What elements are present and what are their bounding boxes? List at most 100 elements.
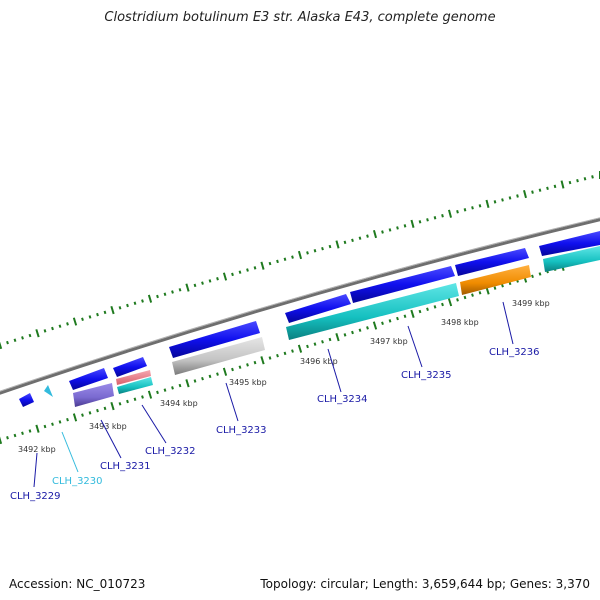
tick-mark <box>471 206 474 210</box>
tick-mark <box>216 277 219 281</box>
gene-label[interactable]: CLH_3234 <box>317 394 368 405</box>
upper-tick-track <box>0 171 600 350</box>
tick-mark <box>81 317 84 321</box>
tick-mark <box>126 399 129 404</box>
tick-label: 3494 kbp <box>160 399 198 408</box>
map-title: Clostridium botulinum E3 str. Alaska E43… <box>104 10 496 25</box>
genome-backbone <box>0 218 600 395</box>
tick-mark <box>193 379 197 383</box>
cds-arrow[interactable] <box>113 357 147 377</box>
gene-label[interactable]: CLH_3236 <box>489 347 540 358</box>
gene-label[interactable]: CLH_3233 <box>216 425 267 436</box>
tick-mark <box>35 424 40 433</box>
tick-mark <box>253 360 257 365</box>
tick-label: 3498 kbp <box>441 318 479 327</box>
tick-mark <box>366 326 369 330</box>
feature-cyan-right[interactable] <box>543 246 600 272</box>
tick-mark <box>351 238 354 242</box>
tick-mark <box>28 333 32 338</box>
tick-mark <box>133 397 137 401</box>
tick-mark <box>163 292 167 296</box>
cds-arrow[interactable] <box>19 393 34 407</box>
tick-mark <box>426 218 429 222</box>
tick-mark <box>103 406 107 411</box>
tick-mark <box>0 436 3 445</box>
tick-mark <box>433 305 437 309</box>
tick-mark <box>396 316 399 321</box>
tick-mark <box>418 220 422 224</box>
tick-mark <box>43 424 47 429</box>
tick-mark <box>321 246 324 251</box>
leader-line <box>100 419 122 459</box>
feature-orange[interactable] <box>460 265 531 295</box>
cds-arrow[interactable] <box>455 248 529 276</box>
gene-label[interactable]: CLH_3232 <box>145 446 196 457</box>
feature-cyan-long[interactable] <box>286 283 459 340</box>
tick-mark <box>388 228 392 232</box>
tick-mark <box>560 180 565 189</box>
feature-cyan-small[interactable] <box>117 377 153 394</box>
feature-purple[interactable] <box>73 383 114 407</box>
tick-mark <box>51 326 54 331</box>
tick-mark <box>471 293 474 297</box>
tick-mark <box>546 186 549 190</box>
tick-mark <box>538 272 542 276</box>
cds-arrow[interactable] <box>350 266 455 303</box>
tick-mark <box>133 301 137 305</box>
tick-mark <box>0 341 3 350</box>
tick-mark <box>238 365 242 369</box>
cds-arrow[interactable] <box>539 231 600 256</box>
tick-mark <box>583 177 587 181</box>
feature-gray[interactable] <box>172 337 265 375</box>
tick-mark <box>388 319 392 323</box>
gene-label[interactable]: CLH_3230 <box>52 476 103 487</box>
gene-label[interactable]: CLH_3229 <box>10 491 61 502</box>
tick-mark <box>418 309 422 314</box>
cds-arrow[interactable] <box>69 368 108 390</box>
tick-mark <box>381 321 384 325</box>
tick-mark <box>28 429 32 433</box>
leader-line <box>407 325 423 368</box>
tick-mark <box>478 291 482 295</box>
tick-mark <box>576 178 579 183</box>
tick-mark <box>58 324 62 328</box>
tick-mark <box>335 240 340 249</box>
tick-label: 3492 kbp <box>18 445 56 454</box>
trna-feature[interactable] <box>44 385 53 397</box>
tick-mark <box>493 200 497 204</box>
genome-backbone-highlight <box>0 217 600 392</box>
tick-mark <box>141 395 144 399</box>
tick-mark <box>156 294 159 299</box>
tick-mark <box>185 283 190 292</box>
tick-label: 3499 kbp <box>512 299 550 308</box>
tick-mark <box>283 257 287 261</box>
tick-label: 3496 kbp <box>300 357 338 366</box>
feature-pink[interactable] <box>116 370 151 385</box>
tick-mark <box>538 188 542 192</box>
gene-label[interactable]: CLH_3235 <box>401 370 452 381</box>
tick-mark <box>163 388 167 392</box>
tick-mark <box>463 295 467 300</box>
cds-arrow[interactable] <box>169 321 260 358</box>
tick-mark <box>276 259 279 264</box>
tick-mark <box>447 298 453 307</box>
gene-labels: CLH_3229 CLH_3230 CLH_3231 CLH_3232 CLH_… <box>10 347 540 502</box>
leader-line <box>141 404 167 444</box>
tick-label: 3493 kbp <box>89 422 127 431</box>
tick-mark <box>306 251 309 255</box>
tick-mark <box>410 309 415 319</box>
tick-mark <box>485 199 490 208</box>
gene-label[interactable]: CLH_3231 <box>100 461 151 472</box>
cds-arrow[interactable] <box>285 294 351 323</box>
tick-mark <box>358 328 362 332</box>
tick-mark <box>297 250 303 260</box>
tick-mark <box>171 386 174 390</box>
tick-mark <box>268 356 272 360</box>
tick-mark <box>222 367 228 376</box>
tick-mark <box>118 402 122 406</box>
tick-mark <box>321 340 324 344</box>
tick-mark <box>156 390 159 395</box>
tick-mark <box>508 196 512 200</box>
tick-mark <box>231 367 234 372</box>
